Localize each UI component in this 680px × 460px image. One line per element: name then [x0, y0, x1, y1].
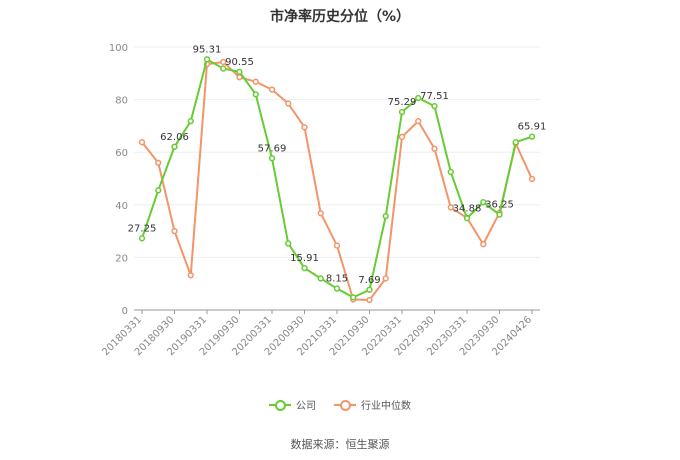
company-point — [496, 211, 503, 218]
y-tick-label: 0 — [122, 306, 128, 317]
data-label: 57.69 — [258, 143, 287, 154]
company-point — [528, 133, 536, 140]
industry-median-point — [301, 124, 308, 131]
company-point — [220, 65, 227, 72]
company-point — [187, 118, 194, 125]
industry-median-point — [431, 145, 438, 152]
company-point — [480, 199, 487, 206]
industry-median-point — [528, 175, 536, 183]
company-point — [512, 139, 519, 146]
industry-median-point — [252, 78, 259, 85]
y-tick-label: 20 — [115, 253, 128, 264]
legend-label-industry-median: 行业中位数 — [361, 401, 411, 412]
industry-median-point — [317, 210, 324, 217]
industry-median-point — [171, 227, 178, 235]
company-point — [171, 143, 178, 150]
y-tick-label: 80 — [115, 96, 128, 107]
source-note: 数据来源：恒生聚源 — [290, 438, 390, 451]
company-point — [317, 275, 324, 282]
company-point — [366, 286, 373, 293]
company-point — [301, 265, 308, 272]
data-label: 36.25 — [485, 200, 514, 211]
company-point — [155, 187, 162, 194]
industry-median-point — [187, 272, 194, 279]
y-tick-label: 100 — [109, 43, 128, 54]
series-layer — [138, 56, 536, 304]
data-label: 27.25 — [128, 223, 157, 234]
legend-marker-industry-median-icon — [334, 399, 356, 411]
industry-median-point — [138, 139, 146, 146]
industry-median-point — [398, 133, 406, 141]
data-label: 34.88 — [453, 203, 482, 214]
industry-median-point — [155, 159, 162, 166]
industry-median-line — [141, 60, 533, 302]
company-point — [431, 102, 438, 110]
company-point — [236, 68, 243, 76]
company-point — [252, 91, 259, 98]
company-point — [350, 294, 357, 301]
grid-layer — [134, 46, 540, 258]
legend-item-industry-median[interactable]: 行业中位数 — [334, 397, 411, 412]
industry-median-point — [366, 296, 373, 304]
industry-median-point — [285, 100, 292, 107]
company-line — [141, 58, 533, 299]
industry-median-point — [382, 275, 389, 282]
industry-median-point — [220, 58, 227, 66]
legend-marker-company-icon — [269, 399, 291, 411]
company-point — [285, 240, 292, 247]
data-label: 90.55 — [225, 57, 254, 68]
industry-median-point — [268, 86, 276, 93]
industry-median-point — [415, 118, 422, 125]
data-label: 77.51 — [420, 91, 449, 102]
data-label: 62.06 — [160, 132, 189, 143]
industry-median-point — [447, 204, 454, 211]
company-point — [268, 155, 276, 162]
chart-title: 市净率历史分位（%） — [269, 9, 411, 25]
company-point — [447, 168, 454, 176]
company-point — [138, 235, 146, 242]
data-label: 7.69 — [358, 275, 380, 286]
industry-median-point — [480, 241, 487, 248]
company-point — [203, 56, 211, 63]
company-point — [398, 108, 406, 116]
data-label: 95.31 — [193, 44, 222, 55]
industry-median-point — [333, 242, 341, 249]
company-point — [382, 212, 389, 220]
legend-item-company[interactable]: 公司 — [269, 397, 316, 412]
legend-label-company: 公司 — [296, 401, 316, 412]
company-point — [463, 215, 471, 222]
data-label: 65.91 — [518, 122, 547, 133]
data-label: 75.29 — [388, 97, 417, 108]
data-label: 15.91 — [290, 253, 319, 264]
company-point — [415, 94, 422, 102]
data-label: 8.15 — [326, 274, 348, 285]
y-tick-label: 60 — [115, 148, 128, 159]
legend: 公司 行业中位数 — [0, 397, 680, 412]
company-point — [333, 285, 341, 292]
y-tick-label: 40 — [115, 201, 128, 212]
